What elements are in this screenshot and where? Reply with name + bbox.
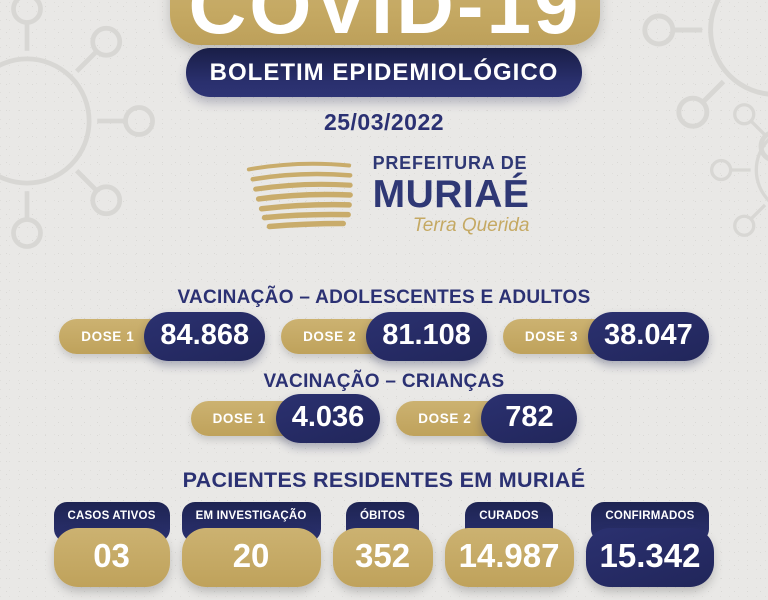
dose-group: DOSE 1 84.868 — [59, 312, 266, 361]
subtitle-bar: BOLETIM EPIDEMIOLÓGICO — [186, 48, 582, 97]
stat-card-casos-ativos: CASOS ATIVOS 03 — [53, 502, 170, 587]
dose-value: 81.108 — [366, 312, 487, 361]
logo-muriae: MURIAÉ — [372, 173, 530, 216]
logo-prefeitura-de: PREFEITURA DE — [372, 153, 528, 173]
dose-value: 84.868 — [144, 312, 266, 361]
stat-value: 352 — [332, 528, 433, 587]
subtitle-text: BOLETIM EPIDEMIOLÓGICO — [209, 58, 559, 86]
stat-card-confirmados: CONFIRMADOS 15.342 — [585, 502, 715, 587]
prefeitura-logo: PREFEITURA DE MURIAÉ Terra Querida — [0, 153, 768, 237]
covid-banner: COVID-19 — [170, 0, 600, 45]
heading-patients: PACIENTES RESIDENTES EM MURIAÉ — [182, 468, 586, 492]
stat-card-obitos: ÓBITOS 352 — [332, 502, 433, 587]
striped-building-icon — [246, 161, 353, 230]
dose-group: DOSE 1 4.036 — [190, 394, 381, 443]
stat-value: 14.987 — [444, 528, 574, 587]
stat-card-em-investigacao: EM INVESTIGAÇÃO 20 — [181, 502, 321, 587]
dose-group: DOSE 3 38.047 — [502, 312, 709, 361]
dose-value: 38.047 — [588, 312, 709, 361]
children-dose-row: DOSE 1 4.036 DOSE 2 782 — [0, 394, 768, 443]
stat-value: 03 — [53, 528, 170, 587]
stat-value: 15.342 — [585, 528, 715, 587]
stat-card-curados: CURADOS 14.987 — [444, 502, 574, 587]
dose-value: 782 — [481, 394, 578, 443]
dose-group: DOSE 2 81.108 — [281, 312, 487, 361]
dose-value: 4.036 — [275, 394, 381, 443]
heading-vaccination-adults: VACINAÇÃO – ADOLESCENTES E ADULTOS — [177, 287, 591, 308]
patients-stats-row: CASOS ATIVOS 03 EM INVESTIGAÇÃO 20 ÓBITO… — [0, 502, 768, 587]
stat-value: 20 — [181, 528, 321, 587]
dose-group: DOSE 2 782 — [396, 394, 578, 443]
logo-text-block: PREFEITURA DE MURIAÉ Terra Querida — [373, 153, 530, 237]
covid-title: COVID-19 — [188, 0, 582, 50]
adults-dose-row: DOSE 1 84.868 DOSE 2 81.108 DOSE 3 38.04… — [0, 312, 768, 361]
heading-vaccination-children: VACINAÇÃO – CRIANÇAS — [263, 371, 505, 392]
logo-tagline: Terra Querida — [412, 215, 530, 236]
bulletin-date: 25/03/2022 — [323, 109, 445, 135]
